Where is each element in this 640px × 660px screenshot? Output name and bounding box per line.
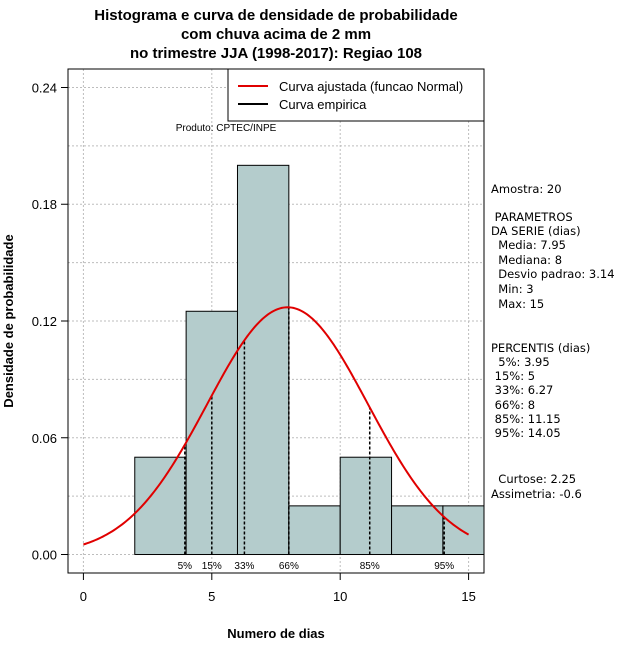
percentiles-title: PERCENTIS (dias) [491, 341, 591, 355]
product-annotation: Produto: CPTEC/INPE [176, 123, 277, 134]
histogram-bar [288, 505, 341, 556]
stat-p85: 85%: 11.15 [491, 412, 561, 426]
percentile-label: 66% [279, 561, 299, 572]
stat-median: Mediana: 8 [491, 253, 563, 267]
x-tick-label: 0 [80, 589, 87, 604]
percentile-label: 85% [360, 561, 380, 572]
normal-fit-curve [83, 306, 470, 546]
y-tick-label: 0.06 [32, 431, 57, 446]
x-axis-label: Numero de dias [227, 626, 325, 641]
y-axis-label: Densidade de probabilidade [1, 234, 16, 407]
stat-p95: 95%: 14.05 [491, 426, 561, 440]
y-tick-label: 0.18 [32, 197, 57, 212]
y-tick-label: 0.24 [32, 80, 57, 95]
params-title-1: PARAMETROS [491, 210, 573, 224]
percentile-layer: 5% 15% 33% 66% 85% 95% [178, 307, 454, 572]
stat-p66: 66%: 8 [491, 398, 536, 412]
percentile-label: 5% [178, 561, 193, 572]
histogram-bar [236, 164, 290, 556]
percentile-label: 95% [434, 561, 454, 572]
stat-sample-size: Amostra: 20 [491, 182, 562, 196]
legend-label-empirical: Curva empirica [279, 97, 367, 112]
percentile-label: 33% [234, 561, 254, 572]
legend: Curva ajustada (funcao Normal) Curva emp… [227, 68, 485, 122]
legend-box [227, 68, 485, 122]
stat-mean: Media: 7.95 [491, 238, 566, 252]
stat-p15: 15%: 5 [491, 369, 536, 383]
chart-title-line-1: Histograma e curva de densidade de proba… [94, 7, 457, 24]
chart-title-line-3: no trimestre JJA (1998-2017): Regiao 108 [130, 45, 422, 62]
histogram-bar [391, 505, 444, 556]
histogram-bar [339, 456, 393, 556]
x-tick-label: 10 [333, 589, 347, 604]
params-title-2: DA SERIE (dias) [491, 224, 581, 238]
stat-kurtosis: Curtose: 2.25 [491, 472, 577, 486]
stat-max: Max: 15 [491, 297, 545, 311]
y-tick-label: 0.00 [32, 548, 57, 563]
stat-p33: 33%: 6.27 [491, 383, 554, 397]
axes-layer: 0 5 10 15 0.00 0.06 0.12 0.18 0.24 [32, 80, 476, 604]
stat-min: Min: 3 [491, 282, 534, 296]
stat-skewness: Assimetria: -0.6 [491, 487, 582, 501]
stat-std-dev: Desvio padrao: 3.14 [491, 267, 615, 281]
histogram-bar [442, 505, 485, 556]
bars-layer [134, 164, 485, 556]
x-tick-label: 15 [461, 589, 475, 604]
chart-title-line-2: com chuva acima de 2 mm [181, 26, 371, 43]
x-tick-label: 5 [208, 589, 215, 604]
percentile-label: 15% [202, 561, 222, 572]
stat-p5: 5%: 3.95 [491, 355, 550, 369]
y-tick-label: 0.12 [32, 314, 57, 329]
legend-label-fit: Curva ajustada (funcao Normal) [279, 79, 463, 94]
